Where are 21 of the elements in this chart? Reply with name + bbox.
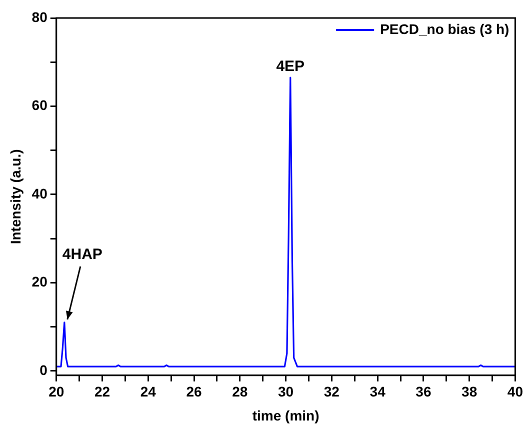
x-tick-label: 24 (140, 384, 156, 400)
y-tick-label: 60 (32, 97, 48, 114)
x-tick-label: 36 (416, 384, 432, 400)
x-tick-label: 38 (462, 384, 478, 400)
y-tick-label: 0 (40, 362, 48, 378)
annotation: 4HAP (62, 246, 102, 264)
y-tick-label: 20 (32, 274, 48, 290)
x-tick-label: 40 (507, 384, 524, 400)
x-axis-title: time (min) (252, 407, 320, 424)
annotation: 4EP (276, 58, 305, 76)
x-tick-label: 32 (324, 384, 340, 400)
x-tick-label: 26 (186, 384, 202, 400)
x-tick-label: 34 (370, 384, 386, 400)
x-tick-label: 22 (94, 384, 110, 400)
y-tick-label: 40 (32, 185, 48, 202)
y-axis-title: Intensity (a.u.) (7, 149, 24, 244)
legend-label: PECD_no bias (3 h) (380, 20, 510, 37)
x-tick-label: 28 (232, 384, 248, 400)
y-tick-label: 80 (32, 8, 48, 25)
x-tick-label: 20 (48, 384, 64, 400)
x-tick-label: 30 (278, 384, 294, 400)
